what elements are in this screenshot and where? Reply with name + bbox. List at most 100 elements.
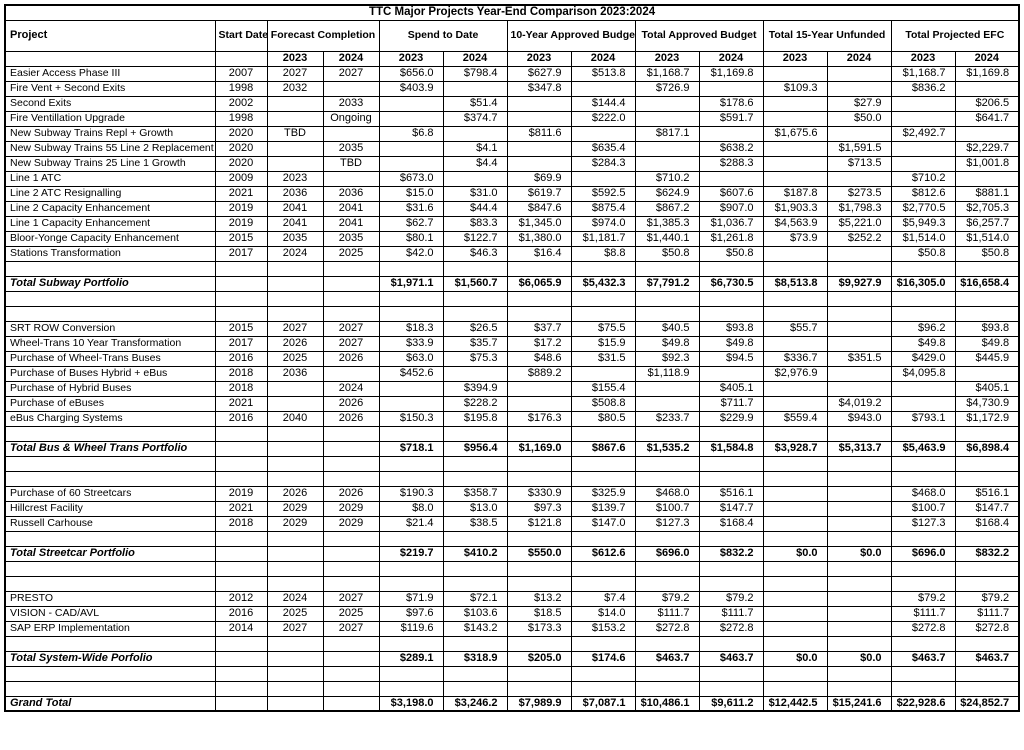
value-cell: $3,928.7: [762, 440, 828, 457]
value-cell: [954, 530, 1020, 547]
value-cell: [322, 455, 380, 472]
value-cell: $592.5: [570, 185, 636, 202]
value-cell: $75.5: [570, 320, 636, 337]
value-cell: $1,169.0: [506, 440, 572, 457]
value-cell: [762, 620, 828, 637]
value-cell: [634, 425, 700, 442]
value-cell: [762, 485, 828, 502]
value-cell: [442, 365, 508, 382]
value-cell: 2014: [214, 620, 268, 637]
value-cell: [378, 140, 444, 157]
value-cell: $0.0: [826, 545, 892, 562]
value-cell: [698, 635, 764, 652]
value-cell: $336.7: [762, 350, 828, 367]
value-cell: 2012: [214, 590, 268, 607]
value-cell: $410.2: [442, 545, 508, 562]
value-cell: 2036: [322, 185, 380, 202]
spacer-row: [4, 665, 1020, 682]
value-cell: [762, 665, 828, 682]
value-cell: 2036: [266, 185, 324, 202]
year-header: 2023: [890, 50, 956, 67]
value-cell: TBD: [266, 125, 324, 142]
project-row: Line 2 ATC Resignalling 2021 2036 2036 $15.0…: [4, 185, 1020, 202]
project-name-cell: Line 1 Capacity Enhancement: [4, 215, 216, 232]
value-cell: [266, 440, 324, 457]
value-cell: $153.2: [570, 620, 636, 637]
value-cell: [762, 335, 828, 352]
value-cell: [442, 635, 508, 652]
value-cell: $318.9: [442, 650, 508, 667]
spacer-row: [4, 575, 1020, 592]
value-cell: $35.7: [442, 335, 508, 352]
value-cell: [506, 575, 572, 592]
total-row: Total Bus & Wheel Trans Portfolio $718.1 $…: [4, 440, 1020, 457]
total-row: Grand Total $3,198.0 $3,246.2 $7,989.9 $7,08…: [4, 695, 1020, 712]
value-cell: $351.5: [826, 350, 892, 367]
value-cell: [570, 425, 636, 442]
value-cell: [322, 650, 380, 667]
value-cell: $33.9: [378, 335, 444, 352]
value-cell: $1,168.7: [890, 65, 956, 82]
value-cell: $1,535.2: [634, 440, 700, 457]
value-cell: [570, 170, 636, 187]
value-cell: $127.3: [890, 515, 956, 532]
value-cell: $1,345.0: [506, 215, 572, 232]
value-cell: [890, 395, 956, 412]
value-cell: [442, 455, 508, 472]
value-cell: $273.5: [826, 185, 892, 202]
value-cell: $673.0: [378, 170, 444, 187]
value-cell: [826, 515, 892, 532]
value-cell: $178.6: [698, 95, 764, 112]
value-cell: 2027: [266, 620, 324, 637]
project-row: New Subway Trains 25 Line 1 Growth 2020 TB…: [4, 155, 1020, 172]
value-cell: [826, 455, 892, 472]
value-cell: $867.6: [570, 440, 636, 457]
value-cell: [698, 125, 764, 142]
value-cell: 2041: [266, 215, 324, 232]
project-name-cell: Second Exits: [4, 95, 216, 112]
empty-header-cell: [4, 50, 216, 67]
value-cell: $710.2: [634, 170, 700, 187]
value-cell: 2041: [322, 200, 380, 217]
value-cell: $798.4: [442, 65, 508, 82]
header-years-row: 2023 2024 2023 2024 2023 2024 2023 2024 …: [4, 50, 1020, 67]
value-cell: [570, 575, 636, 592]
value-cell: [698, 80, 764, 97]
value-cell: [506, 380, 572, 397]
value-cell: [442, 530, 508, 547]
value-cell: $325.9: [570, 485, 636, 502]
value-cell: $696.0: [634, 545, 700, 562]
value-cell: $80.1: [378, 230, 444, 247]
value-cell: $139.7: [570, 500, 636, 517]
value-cell: [378, 110, 444, 127]
value-cell: $1,172.9: [954, 410, 1020, 427]
value-cell: [322, 695, 380, 712]
value-cell: $907.0: [698, 200, 764, 217]
value-cell: $711.7: [698, 395, 764, 412]
value-cell: $15,241.6: [826, 695, 892, 712]
project-row: Purchase of Wheel-Trans Buses 2016 2025 202…: [4, 350, 1020, 367]
value-cell: $49.8: [954, 335, 1020, 352]
value-cell: $97.6: [378, 605, 444, 622]
value-cell: [762, 305, 828, 322]
value-cell: [762, 605, 828, 622]
column-header-project: Project: [4, 19, 216, 52]
value-cell: $847.6: [506, 200, 572, 217]
value-cell: [322, 365, 380, 382]
value-cell: $0.0: [762, 650, 828, 667]
value-cell: 2021: [214, 500, 268, 517]
value-cell: [762, 380, 828, 397]
value-cell: $155.4: [570, 380, 636, 397]
project-name-cell: [4, 290, 216, 307]
total-row: Total Streetcar Portfolio $219.7 $410.2 $55…: [4, 545, 1020, 562]
value-cell: [634, 530, 700, 547]
value-cell: [214, 530, 268, 547]
value-cell: 2018: [214, 365, 268, 382]
total-row: Total Subway Portfolio $1,971.1 $1,560.7 $6…: [4, 275, 1020, 292]
value-cell: $168.4: [698, 515, 764, 532]
document-page: TTC Major Projects Year-End Comparison 2…: [4, 4, 1021, 712]
value-cell: [954, 260, 1020, 277]
value-cell: $15.0: [378, 185, 444, 202]
value-cell: [698, 170, 764, 187]
value-cell: 2035: [322, 230, 380, 247]
